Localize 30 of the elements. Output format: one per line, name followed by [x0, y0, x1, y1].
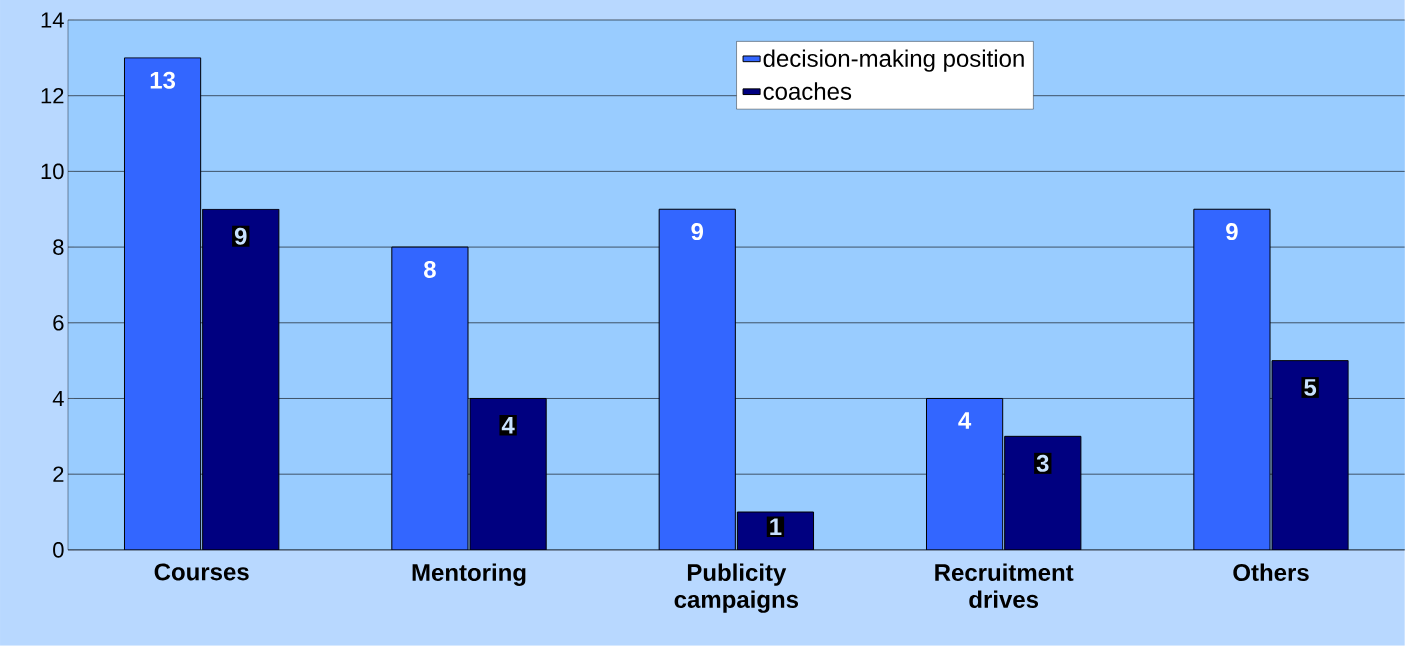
data-label: 1: [770, 518, 782, 536]
y-tick-label: 6: [53, 315, 64, 331]
y-tick-label: 12: [41, 88, 64, 104]
data-label: 4: [501, 417, 515, 434]
bar: [658, 208, 736, 550]
y-tick-label: 8: [53, 239, 64, 255]
data-label: 3: [1036, 454, 1049, 472]
data-label: 13: [150, 71, 176, 89]
bar: [1193, 208, 1271, 550]
data-label: 9: [234, 227, 247, 245]
data-label: 9: [691, 223, 704, 241]
bar: [391, 246, 469, 550]
bar: [926, 398, 1004, 550]
y-tick-label: 14: [41, 12, 64, 28]
data-label: 9: [1226, 223, 1238, 241]
bar: [123, 57, 202, 550]
legend-label: decision-making position: [763, 49, 1024, 72]
y-tick-label: 10: [41, 163, 64, 180]
y-tick-label: 0: [53, 542, 64, 558]
x-tick-label: Recruitment drives: [935, 563, 1074, 609]
data-label: 4: [958, 412, 972, 429]
x-tick-label: Courses: [154, 563, 249, 581]
data-label: 8: [424, 260, 436, 278]
x-tick-label: Publicity campaigns: [674, 563, 799, 613]
y-tick-label: 2: [53, 466, 64, 482]
y-tick-label: 4: [52, 390, 64, 407]
legend-label: coaches: [763, 82, 852, 100]
x-tick-label: Mentoring: [412, 563, 526, 586]
x-tick-label: Others: [1233, 563, 1309, 582]
data-label: 5: [1304, 379, 1317, 396]
